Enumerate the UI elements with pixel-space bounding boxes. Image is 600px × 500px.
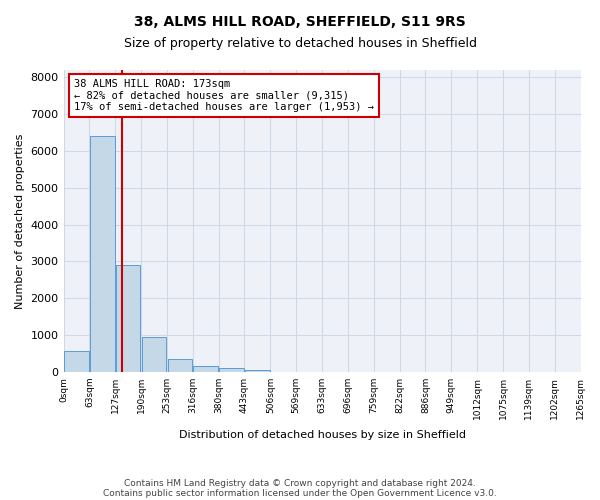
Bar [142, 336, 166, 372]
Bar [64, 350, 89, 372]
Text: 38 ALMS HILL ROAD: 173sqm
← 82% of detached houses are smaller (9,315)
17% of se: 38 ALMS HILL ROAD: 173sqm ← 82% of detac… [74, 79, 374, 112]
Y-axis label: Number of detached properties: Number of detached properties [15, 134, 25, 308]
Bar [90, 136, 115, 372]
Bar [219, 368, 244, 372]
Text: Contains HM Land Registry data © Crown copyright and database right 2024.: Contains HM Land Registry data © Crown c… [124, 478, 476, 488]
Bar [167, 359, 192, 372]
Text: Size of property relative to detached houses in Sheffield: Size of property relative to detached ho… [124, 38, 476, 51]
Bar [116, 265, 140, 372]
Text: 38, ALMS HILL ROAD, SHEFFIELD, S11 9RS: 38, ALMS HILL ROAD, SHEFFIELD, S11 9RS [134, 15, 466, 29]
Bar [245, 370, 269, 372]
Text: Contains public sector information licensed under the Open Government Licence v3: Contains public sector information licen… [103, 488, 497, 498]
X-axis label: Distribution of detached houses by size in Sheffield: Distribution of detached houses by size … [179, 430, 466, 440]
Bar [193, 366, 218, 372]
